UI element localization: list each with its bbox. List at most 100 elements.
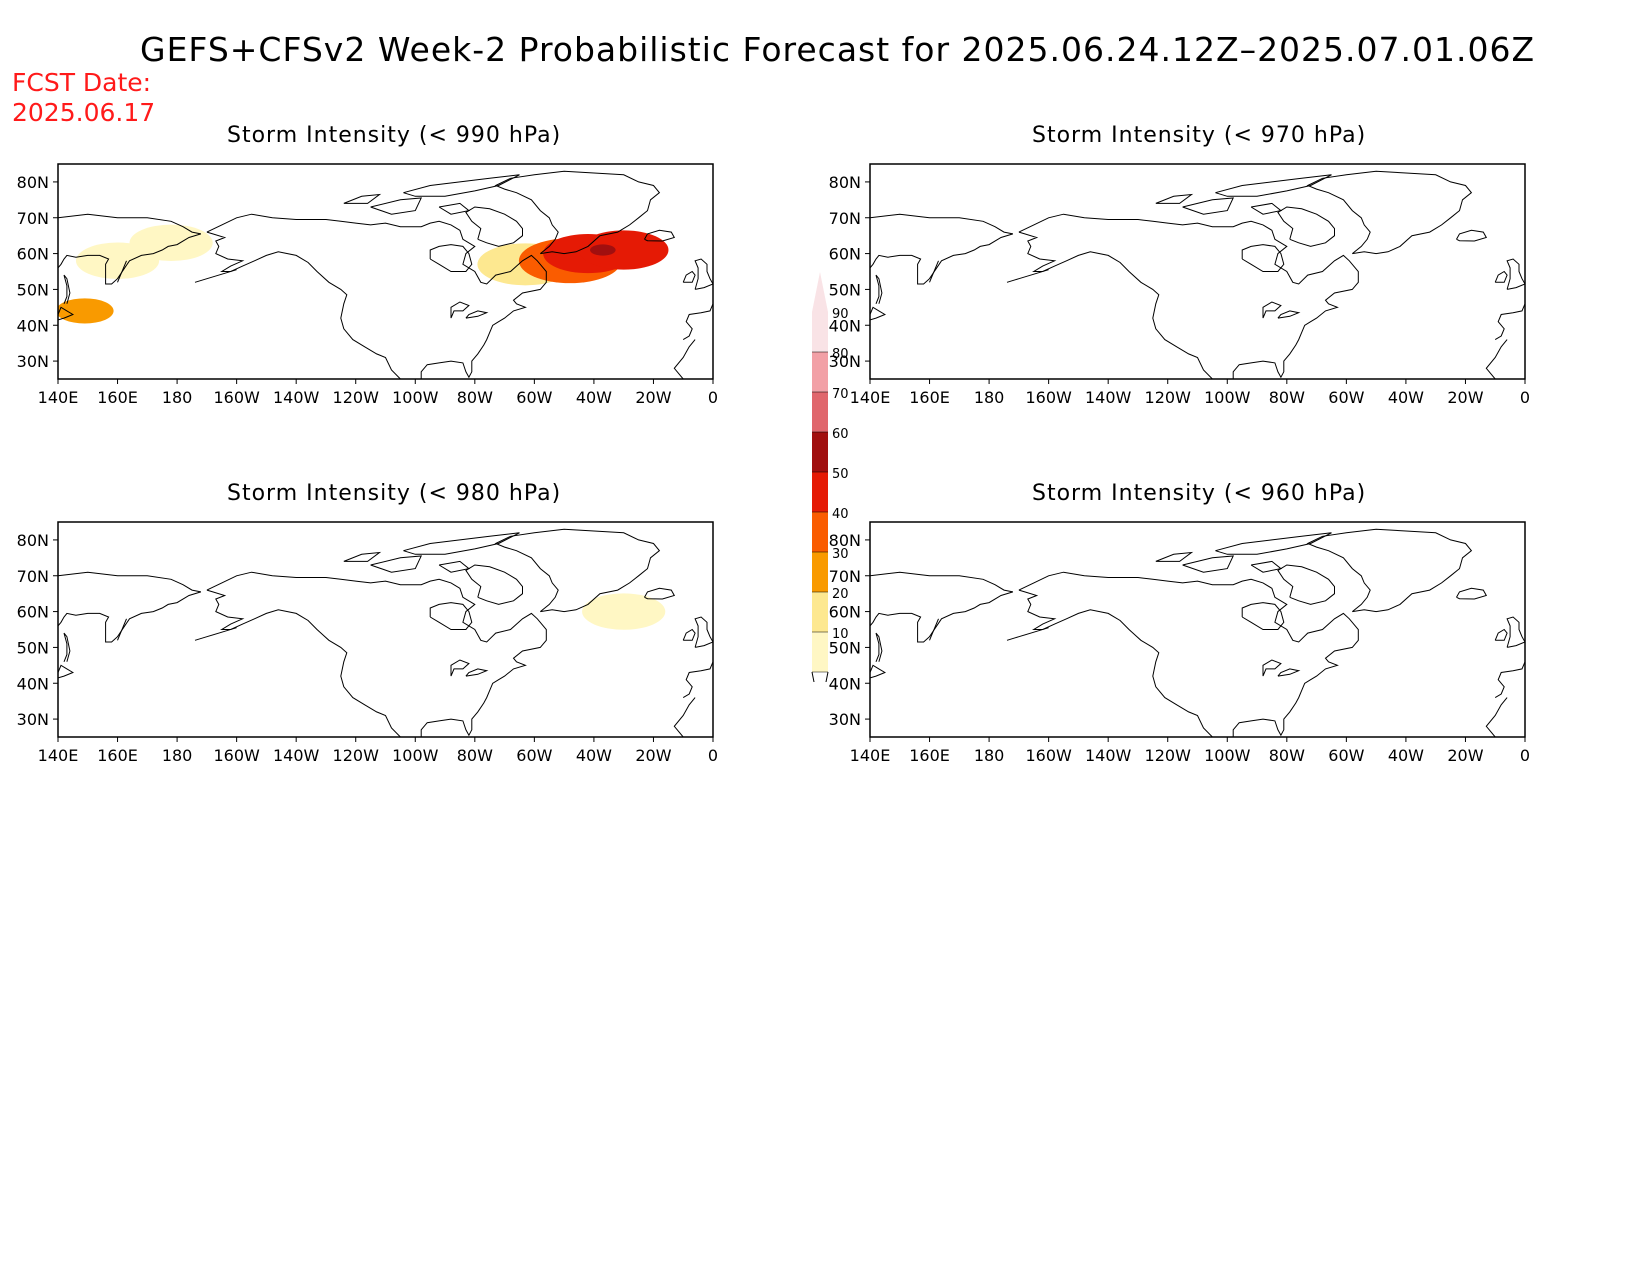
coastline xyxy=(1006,269,1049,283)
colorbar-segment xyxy=(812,352,828,392)
lon-tick-label: 160E xyxy=(97,388,138,407)
coastline xyxy=(682,303,713,341)
fcst-date-caption: FCST Date: xyxy=(12,68,152,97)
coastline xyxy=(929,618,939,641)
lat-tick-label: 40N xyxy=(829,674,861,693)
coastline xyxy=(644,229,676,242)
lon-tick-label: 80W xyxy=(1269,746,1305,765)
coastline xyxy=(682,628,696,641)
lon-tick-label: 20W xyxy=(1447,746,1483,765)
lon-tick-label: 100W xyxy=(392,746,439,765)
coastline xyxy=(1018,213,1359,379)
coastline xyxy=(673,697,696,737)
coastline xyxy=(58,571,202,643)
coastline xyxy=(1277,668,1301,677)
coastline xyxy=(465,564,523,605)
coastline xyxy=(1182,555,1235,573)
panel-970: Storm Intensity (< 970 hPa) 140E 160E 180 1… xyxy=(812,123,1572,407)
coastline xyxy=(1277,310,1301,319)
panel-960: Storm Intensity (< 960 hPa) 140E 160E 180 1… xyxy=(812,481,1572,765)
colorbar-label: 20 xyxy=(832,587,849,602)
lon-tick-label: 160E xyxy=(909,746,950,765)
coastline xyxy=(438,560,471,573)
coastline xyxy=(875,274,883,304)
coastline xyxy=(429,244,473,272)
lat-tick-label: 70N xyxy=(17,567,49,586)
panel-980: Storm Intensity (< 980 hPa) 140E 160E 180 1… xyxy=(0,481,760,765)
coastline xyxy=(682,270,696,283)
coastline xyxy=(1306,170,1473,255)
coastline xyxy=(465,310,489,319)
lat-tick-label: 70N xyxy=(17,209,49,228)
panel-title-960: Storm Intensity (< 960 hPa) xyxy=(1032,481,1367,506)
lat-tick-label: 30N xyxy=(829,352,861,371)
lat-tick-label: 60N xyxy=(829,245,861,264)
colorbar-label: 60 xyxy=(832,427,849,442)
coastline xyxy=(494,528,661,613)
coastline xyxy=(673,339,696,379)
lon-tick-label: 160W xyxy=(213,746,260,765)
lat-tick-label: 50N xyxy=(829,280,861,299)
lon-tick-label: 180 xyxy=(974,746,1005,765)
lon-tick-label: 60W xyxy=(516,388,552,407)
coastline xyxy=(403,174,520,197)
colorbar-label: 70 xyxy=(832,387,849,402)
lon-tick-label: 20W xyxy=(1447,388,1483,407)
coastline xyxy=(1006,627,1049,641)
coastline xyxy=(450,659,470,677)
lon-tick-label: 80W xyxy=(1269,388,1305,407)
lat-tick-label: 70N xyxy=(829,567,861,586)
forecast-date-label: FCST Date: 2025.06.17 xyxy=(12,68,155,128)
probability-area xyxy=(58,298,114,324)
coastline xyxy=(63,632,71,662)
lon-tick-label: 40W xyxy=(1388,746,1424,765)
coastline xyxy=(117,260,127,283)
map-970: 140E 160E 180 160W 140W 120W 100W 80W 60W 40W 20W 0… xyxy=(829,163,1530,407)
coastline xyxy=(1494,303,1525,341)
lon-tick-label: 40W xyxy=(1388,388,1424,407)
colorbar-top-triangle xyxy=(812,272,828,312)
lon-tick-label: 180 xyxy=(162,388,193,407)
coastline xyxy=(1262,659,1282,677)
coastline xyxy=(1485,697,1508,737)
lat-tick-label: 80N xyxy=(17,173,49,192)
coastline xyxy=(870,664,887,687)
lon-tick-label: 0 xyxy=(708,746,718,765)
coastline xyxy=(644,587,676,600)
coastline xyxy=(194,627,237,641)
coastline xyxy=(1155,551,1194,562)
lon-tick-label: 160W xyxy=(1025,746,1072,765)
lon-tick-label: 100W xyxy=(392,388,439,407)
colorbar-label: 50 xyxy=(832,467,849,482)
lon-tick-label: 20W xyxy=(635,746,671,765)
coastline xyxy=(870,571,1014,643)
lon-tick-label: 100W xyxy=(1204,746,1251,765)
coastline xyxy=(1494,628,1508,641)
coastline xyxy=(1215,174,1332,197)
coastline xyxy=(694,258,713,290)
colorbar-label: 90 xyxy=(832,307,849,322)
coastline xyxy=(465,668,489,677)
lat-tick-label: 50N xyxy=(829,638,861,657)
coastline xyxy=(1241,602,1285,630)
lon-tick-label: 140E xyxy=(850,388,891,407)
colorbar-segment xyxy=(812,312,828,352)
coastline xyxy=(1262,301,1282,319)
lon-tick-label: 140W xyxy=(1085,746,1132,765)
lat-tick-label: 30N xyxy=(17,352,49,371)
coastline xyxy=(1494,661,1525,699)
lon-tick-label: 80W xyxy=(457,746,493,765)
coastline xyxy=(1506,258,1525,290)
lon-tick-label: 140E xyxy=(850,746,891,765)
lon-tick-label: 40W xyxy=(576,388,612,407)
coastline xyxy=(1215,532,1332,555)
coastline xyxy=(429,602,473,630)
panel-title-990: Storm Intensity (< 990 hPa) xyxy=(227,123,562,148)
coastline xyxy=(870,213,1014,285)
colorbar-segment xyxy=(812,472,828,512)
coastline xyxy=(1018,231,1213,379)
coastline xyxy=(403,532,520,555)
map-frame xyxy=(57,521,714,738)
fcst-date-value: 2025.06.17 xyxy=(12,98,156,127)
colorbar-segment xyxy=(812,552,828,592)
